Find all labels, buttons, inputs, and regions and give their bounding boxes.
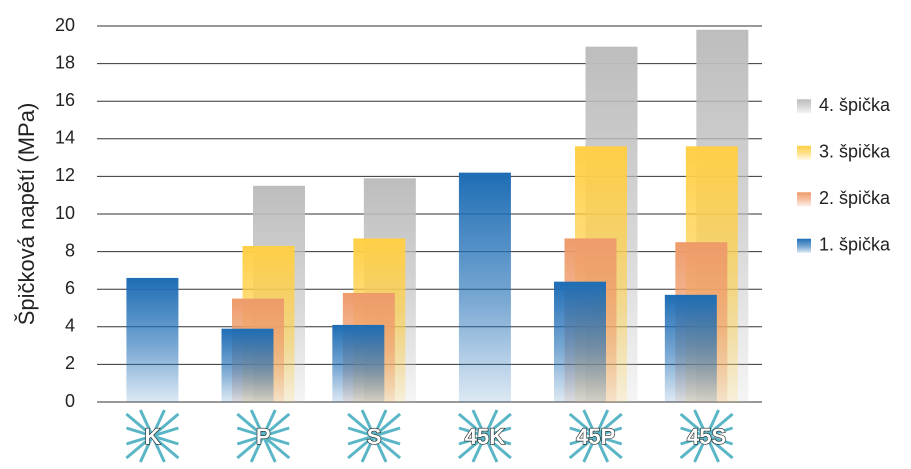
legend-label: 4. špička [819,95,891,115]
category-icon [457,409,512,463]
x-tick-label: P [256,424,271,449]
legend-swatch [797,238,811,253]
y-tick-label: 16 [55,90,75,110]
category-icon [236,409,291,463]
bar [458,172,511,402]
legend-label: 3. špička [819,142,891,162]
legend-swatch [797,192,811,207]
x-tick-label: 45K [465,424,505,449]
y-tick-label: 14 [55,128,75,148]
x-tick-label: 45P [576,424,615,449]
legend-swatch [797,99,811,114]
category-icon [568,409,623,463]
category-icon [125,409,180,463]
x-tick-label: 45S [687,424,726,449]
x-tick-label: S [367,424,382,449]
bar [221,328,274,402]
y-tick-label: 6 [65,278,75,298]
y-tick-label: 18 [55,52,75,72]
y-tick-label: 4 [65,316,75,336]
bar [126,277,179,402]
legend-label: 2. špička [819,188,891,208]
y-tick-label: 2 [65,353,75,373]
category-icon [679,409,734,463]
bar [554,281,606,402]
y-tick-label: 8 [65,240,75,260]
bar [332,324,385,402]
x-tick-label: K [144,424,160,449]
legend-swatch [797,145,811,160]
y-axis-title: Špičková napětí (MPa) [14,103,39,326]
y-tick-label: 20 [55,15,75,35]
bar [664,294,717,402]
category-icon [347,409,402,463]
y-tick-label: 10 [55,203,75,223]
legend-label: 1. špička [819,235,891,255]
y-tick-label: 12 [55,165,75,185]
y-tick-label: 0 [65,391,75,411]
